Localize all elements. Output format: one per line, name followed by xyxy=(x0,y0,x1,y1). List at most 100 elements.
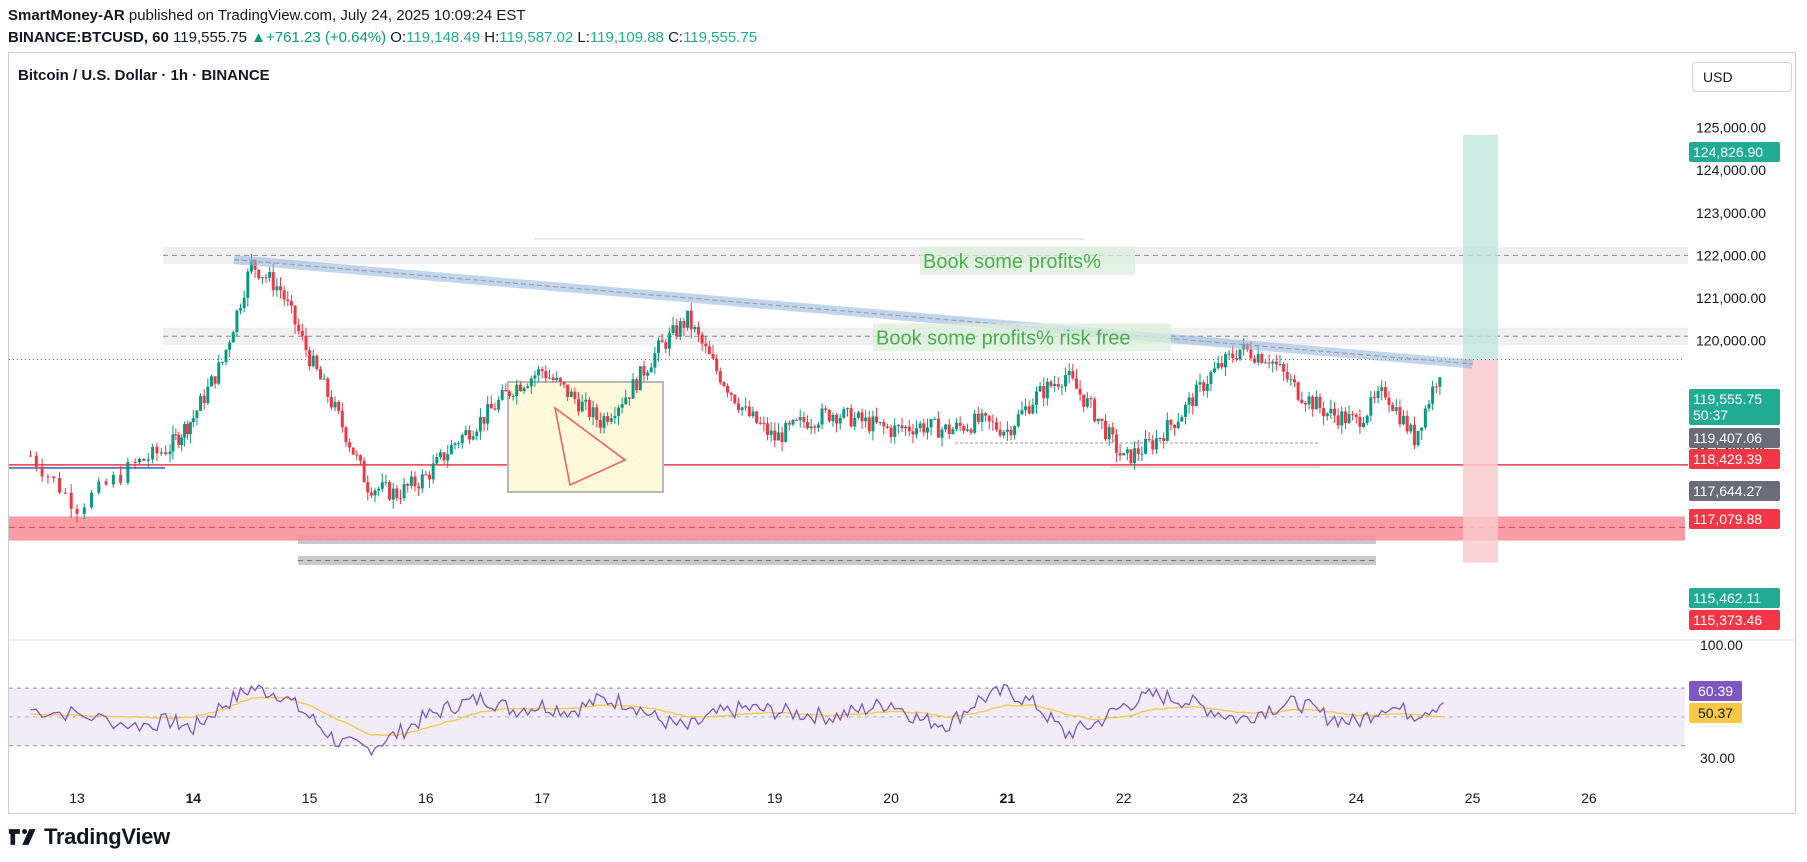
high-value: 119,587.02 xyxy=(499,29,574,46)
candle-body xyxy=(624,397,628,405)
candle-body xyxy=(1183,404,1187,417)
candle-body xyxy=(391,488,395,500)
candle-body xyxy=(497,399,501,410)
candle-body xyxy=(1351,414,1355,416)
candle-body xyxy=(584,399,588,402)
candle-body xyxy=(1293,379,1297,383)
candle-body xyxy=(1114,434,1118,453)
candle-body xyxy=(515,384,519,396)
candle-body xyxy=(867,417,871,432)
candle-body xyxy=(1405,415,1409,432)
candle-body xyxy=(1253,358,1257,363)
candle-body xyxy=(940,429,944,438)
candle-body xyxy=(111,474,115,485)
candle-body xyxy=(1227,353,1231,355)
candle-body xyxy=(987,415,991,422)
candle-body xyxy=(464,430,468,436)
candle-body xyxy=(1234,358,1238,360)
candle-body xyxy=(1031,404,1035,414)
candle-body xyxy=(289,300,293,306)
candle-body xyxy=(1332,408,1336,416)
candle-body xyxy=(174,434,178,436)
last-price: 119,555.75 xyxy=(173,29,247,46)
candle-body xyxy=(104,481,108,485)
candle-body xyxy=(333,401,337,408)
candle-body xyxy=(798,416,802,420)
candle-body xyxy=(351,447,355,455)
candle-body xyxy=(1398,407,1402,425)
candle-body xyxy=(736,403,740,411)
candle-body xyxy=(268,272,272,278)
candle-body xyxy=(1016,414,1020,427)
candle-body xyxy=(700,334,704,344)
candle-body xyxy=(373,490,377,496)
candle-body xyxy=(358,455,362,461)
price-tag-bg xyxy=(1689,509,1780,529)
candle-body xyxy=(142,459,146,461)
candle-body xyxy=(471,436,475,440)
candle-body xyxy=(449,444,453,455)
candle-body xyxy=(653,353,657,368)
candle-body xyxy=(442,452,446,461)
candle-body xyxy=(1154,438,1158,450)
candle-body xyxy=(1380,387,1384,391)
price-tag-text: 119,407.06 xyxy=(1693,430,1762,446)
candle-body xyxy=(675,325,679,337)
close-label: C: xyxy=(668,29,684,46)
candle-body xyxy=(758,422,762,424)
candle-body xyxy=(119,474,123,483)
candle-body xyxy=(526,386,530,388)
candle-body xyxy=(155,446,159,454)
candle-body xyxy=(551,377,555,381)
candle-body xyxy=(1303,402,1307,405)
close-value: 119,555.75 xyxy=(683,29,758,46)
candle-body xyxy=(1024,406,1028,411)
candle-body xyxy=(577,399,581,412)
x-tick-label: 19 xyxy=(767,790,783,806)
tradingview-logo-icon xyxy=(8,828,36,845)
annotation-text-1: Book some profits% xyxy=(923,251,1101,273)
candle-body xyxy=(457,443,461,445)
currency-button[interactable]: USD xyxy=(1692,62,1792,92)
candle-body xyxy=(482,417,486,424)
candle-body xyxy=(1064,375,1068,387)
candle-body xyxy=(518,384,522,392)
candle-body xyxy=(478,417,482,432)
candle-body xyxy=(1169,420,1173,425)
open-label: O: xyxy=(390,29,407,46)
candle-body xyxy=(286,299,290,301)
candle-body xyxy=(522,387,526,392)
candle-body xyxy=(1347,414,1351,424)
rsi-tick-100: 100.00 xyxy=(1700,637,1743,653)
candle-body xyxy=(209,376,213,387)
target-profit-box xyxy=(1463,134,1498,360)
candle-body xyxy=(686,310,690,328)
price-tag-text: 115,373.46 xyxy=(1693,612,1762,628)
candle-body xyxy=(613,416,617,419)
candle-body xyxy=(1187,397,1191,405)
candle-body xyxy=(635,379,639,391)
footer-brand[interactable]: TradingView xyxy=(8,824,170,850)
candle-body xyxy=(733,394,737,404)
candle-body xyxy=(529,378,533,387)
candle-body xyxy=(784,422,788,443)
y-tick-label: 124,000.00 xyxy=(1696,162,1766,178)
candle-body xyxy=(911,431,915,435)
candle-body xyxy=(744,406,748,408)
candle-body xyxy=(1056,384,1060,387)
candle-body xyxy=(693,327,697,330)
candle-body xyxy=(507,391,511,397)
candle-body xyxy=(925,427,929,433)
candle-body xyxy=(475,431,479,437)
candle-body xyxy=(853,417,857,427)
candle-body xyxy=(587,399,591,418)
candle-body xyxy=(689,310,693,330)
candle-body xyxy=(747,406,751,417)
candle-body xyxy=(547,377,551,379)
candle-body xyxy=(239,308,243,311)
change-arrow-icon: ▲ xyxy=(251,29,267,46)
author-name[interactable]: SmartMoney-AR xyxy=(8,7,125,24)
candle-body xyxy=(1249,349,1253,359)
candle-body xyxy=(755,411,759,423)
